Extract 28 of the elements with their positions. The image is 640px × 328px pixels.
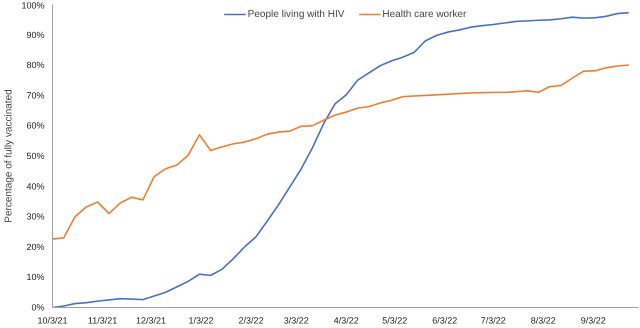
x-tick-label: 9/3/22: [580, 316, 606, 326]
line-series: [52, 64, 630, 240]
y-tick-label: 80%: [26, 60, 44, 70]
y-tick-label: 50%: [26, 151, 44, 161]
x-tick-label: 8/3/22: [530, 316, 556, 326]
y-tick-label: 90%: [26, 30, 44, 40]
x-tick-label: 10/3/21: [37, 316, 68, 326]
y-tick-label: 10%: [26, 272, 44, 282]
x-tick-label: 12/3/21: [136, 316, 166, 326]
y-tick-label: 100%: [21, 0, 45, 10]
x-tick-label: 11/3/21: [88, 316, 118, 326]
y-tick-label: 0%: [31, 302, 45, 312]
y-axis-title: Percentage of fully vaccinated: [3, 89, 14, 223]
y-tick-label: 60%: [26, 120, 44, 131]
x-tick-label: 4/3/22: [334, 316, 359, 326]
x-tick-label: 2/3/22: [238, 316, 264, 326]
legend-label: Health care worker: [382, 8, 466, 20]
y-tick-label: 30%: [26, 212, 44, 222]
line-series: [52, 12, 630, 308]
x-tick-label: 5/3/22: [382, 316, 408, 326]
x-tick-label: 1/3/22: [188, 316, 214, 326]
x-tick-label: 3/3/22: [284, 316, 309, 326]
legend-label: People living with HIV: [248, 8, 344, 20]
y-tick-label: 70%: [26, 90, 44, 100]
y-tick-label: 20%: [26, 242, 44, 252]
x-tick-label: 7/3/22: [480, 316, 506, 326]
y-tick-label: 40%: [26, 181, 44, 192]
x-tick-label: 6/3/22: [432, 316, 458, 326]
